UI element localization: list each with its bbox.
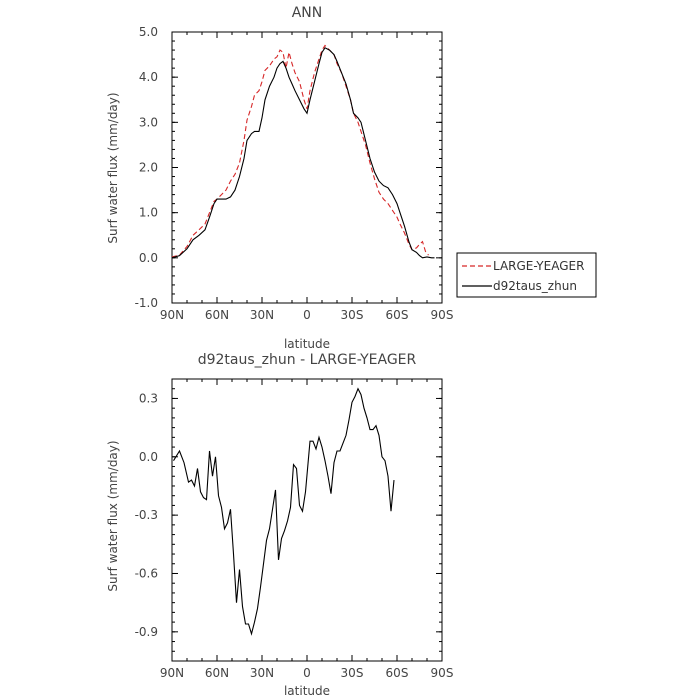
top-y-axis-label: Surf water flux (mm/day) (106, 92, 120, 243)
legend-label: LARGE-YEAGER (493, 259, 584, 273)
x-tick-label: 0 (303, 666, 311, 680)
x-tick-label: 30S (341, 308, 364, 322)
x-tick-label: 90S (431, 308, 454, 322)
x-tick-label: 30N (250, 666, 274, 680)
series-line-1 (171, 44, 429, 258)
series-line-1 (173, 387, 395, 636)
plot-frame (171, 378, 443, 662)
legend: LARGE-YEAGER d92taus_zhun (456, 252, 597, 298)
y-tick-label: -1.0 (135, 296, 158, 310)
y-tick-label: 3.0 (139, 115, 158, 129)
x-tick-label: 90S (431, 666, 454, 680)
y-tick-label: 1.0 (139, 206, 158, 220)
x-tick-label: 90N (160, 308, 184, 322)
y-tick-label: 0.0 (139, 251, 158, 265)
series-line-2 (171, 47, 435, 259)
y-tick-label: 2.0 (139, 161, 158, 175)
x-tick-label: 90N (160, 666, 184, 680)
x-tick-label: 60S (386, 666, 409, 680)
y-tick-label: 0.0 (139, 450, 158, 464)
x-tick-label: 60N (205, 666, 229, 680)
y-tick-label: 5.0 (139, 25, 158, 39)
x-tick-label: 60S (386, 308, 409, 322)
legend-box (456, 252, 597, 298)
y-tick-label: 4.0 (139, 70, 158, 84)
y-tick-label: -0.3 (135, 508, 158, 522)
y-tick-label: 0.3 (139, 391, 158, 405)
bottom-chart: 90N 60N 30N 0 30S 60S 90S -0.9 -0.6 -0.3 0.0 0.3 (135, 378, 454, 680)
bottom-chart-title: d92taus_zhun - LARGE-YEAGER (198, 352, 417, 368)
top-x-axis-label: latitude (284, 337, 330, 351)
y-tick-label: -0.6 (135, 566, 158, 580)
x-tick-label: 60N (205, 308, 229, 322)
plot-frame (171, 31, 443, 304)
top-chart: 90N 60N 30N 0 30S 60S 90S -1.0 0.0 1.0 2.0 3.0 4.0 5.… (135, 25, 454, 322)
top-chart-title: ANN (292, 5, 323, 21)
x-tick-label: 30S (341, 666, 364, 680)
bottom-x-axis-label: latitude (284, 684, 330, 698)
bottom-y-axis-label: Surf water flux (mm/day) (106, 440, 120, 591)
x-tick-label: 0 (303, 308, 311, 322)
y-tick-label: -0.9 (135, 625, 158, 639)
x-tick-label: 30N (250, 308, 274, 322)
legend-label: d92taus_zhun (493, 279, 577, 293)
